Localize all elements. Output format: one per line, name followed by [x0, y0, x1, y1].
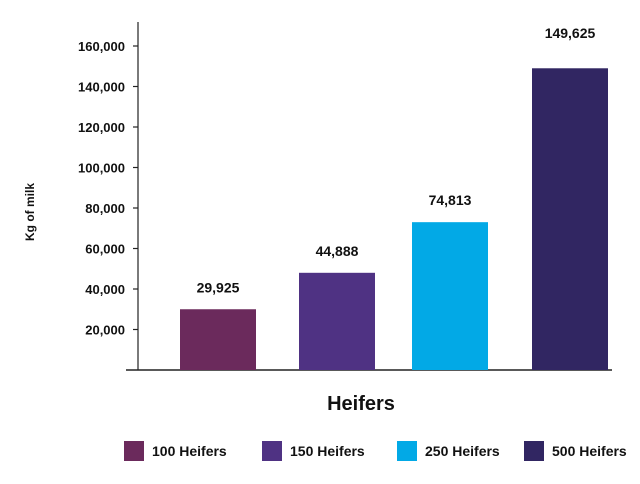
bar — [412, 222, 488, 370]
legend-swatch — [124, 441, 144, 461]
y-tick-label: 160,000 — [78, 39, 125, 54]
bar — [299, 272, 375, 370]
legend-swatch — [397, 441, 417, 461]
y-tick-label: 80,000 — [85, 201, 125, 216]
data-label: 44,888 — [316, 243, 359, 259]
legend: 100 Heifers 150 Heifers 250 Heifers 500 Hei… — [124, 441, 627, 461]
legend-swatch — [262, 441, 282, 461]
legend-swatch — [524, 441, 544, 461]
y-axis: 20,000 40,000 60,000 80,000 100,000 120,000 14… — [78, 22, 139, 370]
y-tick-label: 40,000 — [85, 282, 125, 297]
data-labels: 29,925 44,888 74,813 149,625 — [197, 25, 596, 295]
bar — [532, 68, 608, 371]
y-axis-title: Kg of milk — [23, 183, 37, 241]
legend-label: 150 Heifers — [290, 443, 365, 459]
data-label: 74,813 — [429, 192, 472, 208]
y-tick-label: 120,000 — [78, 120, 125, 135]
legend-label: 100 Heifers — [152, 443, 227, 459]
bar — [180, 309, 256, 370]
legend-label: 500 Heifers — [552, 443, 627, 459]
legend-label: 250 Heifers — [425, 443, 500, 459]
bars — [180, 68, 608, 371]
y-tick-label: 20,000 — [85, 323, 125, 338]
y-tick-label: 60,000 — [85, 242, 125, 257]
data-label: 29,925 — [197, 279, 240, 295]
data-label: 149,625 — [545, 25, 596, 41]
x-axis-title: Heifers — [327, 393, 395, 415]
y-tick-label: 140,000 — [78, 80, 125, 95]
y-tick-label: 100,000 — [78, 161, 125, 176]
